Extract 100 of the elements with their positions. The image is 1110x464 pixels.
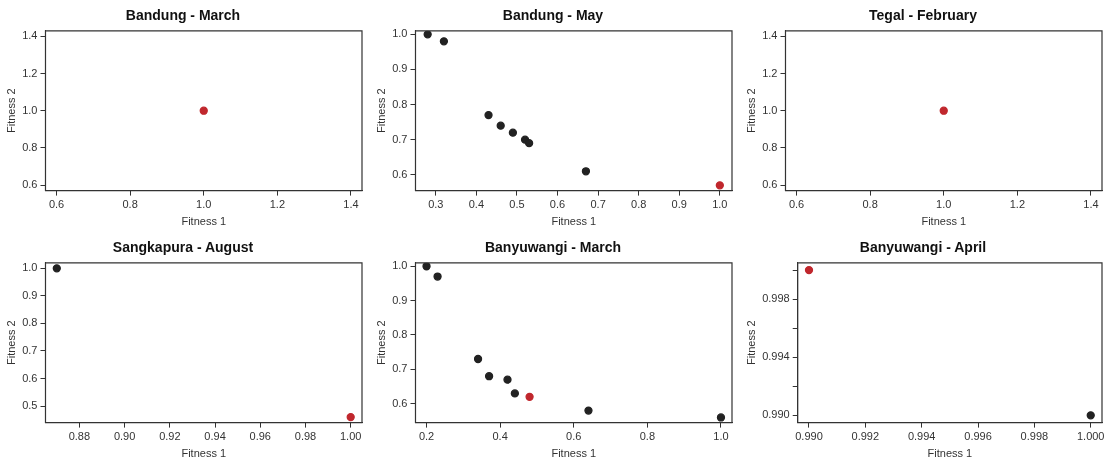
x-tick-label: 0.8 — [862, 198, 878, 211]
x-tick-label: 1.0 — [936, 198, 952, 211]
y-tick-label: 0.8 — [22, 140, 38, 153]
y-axis-title: Fitness 2 — [744, 88, 757, 134]
x-tick-label: 0.992 — [851, 430, 880, 443]
y-tick-label: 0.990 — [762, 408, 790, 421]
x-tick-label: 0.8 — [639, 430, 655, 443]
x-tick-label: 0.5 — [509, 198, 525, 211]
y-tick-label: 1.0 — [392, 27, 408, 40]
x-tick-label: 0.4 — [468, 198, 485, 211]
y-axis-title: Fitness 2 — [4, 88, 17, 134]
y-tick-label: 0.998 — [762, 292, 790, 305]
y-tick-label: 1.2 — [762, 66, 778, 79]
x-tick-label: 0.6 — [48, 198, 65, 211]
chart-title: Banyuwangi - March — [484, 239, 622, 256]
y-tick-label: 1.2 — [22, 66, 38, 79]
x-tick-label: 0.6 — [788, 198, 805, 211]
x-axis-title: Fitness 1 — [181, 215, 227, 228]
y-tick-label: 0.6 — [392, 396, 408, 409]
x-tick-label: 1.4 — [1083, 198, 1099, 211]
y-tick-label: 0.6 — [22, 178, 38, 191]
x-tick-label: 1.0 — [196, 198, 212, 211]
y-tick-label: 0.8 — [392, 328, 408, 340]
y-axis-title: Fitness 2 — [374, 88, 387, 134]
y-tick-label: 0.8 — [392, 97, 408, 110]
y-tick-label: 1.0 — [22, 103, 38, 116]
point — [496, 121, 505, 130]
x-tick-label: 0.9 — [671, 198, 687, 211]
y-tick-label: 0.5 — [22, 399, 38, 412]
point — [524, 139, 534, 148]
y-tick-label: 0.6 — [392, 167, 408, 180]
y-tick-label: 0.6 — [762, 178, 778, 191]
y-axis-title: Fitness 2 — [374, 320, 387, 366]
y-axis-title: Fitness 2 — [4, 320, 17, 366]
point — [525, 392, 534, 401]
x-tick-label: 1.2 — [1009, 198, 1025, 211]
x-tick-label: 0.994 — [907, 430, 936, 443]
x-tick-label: 0.990 — [795, 430, 823, 443]
chart-title: Sangkapura - August — [112, 239, 254, 256]
x-tick-label: 1.000 — [1076, 430, 1105, 443]
x-axis-title: Fitness 1 — [927, 447, 973, 460]
x-tick-label: 1.2 — [269, 198, 285, 211]
x-tick-label: 1.4 — [343, 198, 359, 211]
point — [584, 406, 593, 415]
y-tick-label: 0.8 — [22, 316, 38, 329]
x-tick-label: 0.6 — [549, 198, 566, 211]
point — [716, 413, 726, 422]
chart-title: Bandung - May — [502, 7, 604, 24]
y-tick-label: 0.7 — [22, 344, 38, 356]
x-tick-label: 0.98 — [294, 430, 317, 443]
y-tick-label: 0.9 — [392, 62, 408, 75]
y-tick-label: 1.0 — [22, 261, 38, 274]
y-tick-label: 0.7 — [392, 362, 408, 375]
y-tick-label: 1.0 — [762, 103, 778, 116]
x-tick-label: 0.4 — [492, 430, 508, 443]
x-tick-label: 0.998 — [1020, 430, 1049, 443]
point — [484, 110, 493, 120]
x-axis-title: Fitness 1 — [551, 447, 597, 460]
point — [433, 272, 442, 281]
chart-title: Bandung - March — [125, 7, 241, 24]
x-tick-label: 0.92 — [159, 430, 181, 443]
x-tick-label: 1.0 — [713, 430, 729, 443]
x-tick-label: 1.0 — [712, 198, 728, 211]
x-tick-label: 0.8 — [631, 198, 647, 211]
x-tick-label: 0.94 — [204, 430, 226, 443]
point — [508, 128, 518, 137]
chart-title: Tegal - February — [869, 7, 978, 24]
point — [581, 167, 591, 176]
point — [503, 375, 512, 384]
y-tick-label: 0.8 — [762, 140, 778, 153]
x-axis-title: Fitness 1 — [551, 215, 597, 228]
x-tick-label: 0.8 — [122, 198, 138, 211]
y-tick-label: 1.0 — [392, 259, 408, 272]
y-tick-label: 0.9 — [392, 293, 408, 306]
y-tick-label: 0.6 — [22, 371, 38, 384]
y-tick-label: 1.4 — [762, 29, 778, 42]
x-tick-label: 0.90 — [113, 430, 136, 443]
x-tick-label: 0.96 — [249, 430, 271, 443]
point — [422, 262, 431, 271]
x-tick-label: 1.00 — [339, 430, 362, 443]
y-tick-label: 0.994 — [762, 350, 790, 363]
point — [439, 37, 449, 46]
x-tick-label: 0.996 — [964, 430, 992, 443]
y-tick-label: 0.7 — [392, 132, 408, 145]
x-tick-label: 0.88 — [68, 430, 91, 443]
point — [484, 372, 494, 381]
point — [715, 181, 724, 190]
point — [510, 389, 520, 398]
point — [423, 30, 432, 39]
point — [473, 354, 483, 364]
y-tick-label: 1.4 — [22, 29, 38, 42]
x-tick-label: 0.2 — [418, 430, 435, 443]
y-tick-label: 0.9 — [22, 288, 38, 301]
y-axis-title: Fitness 2 — [744, 320, 757, 366]
x-tick-label: 0.6 — [566, 430, 582, 443]
x-tick-label: 0.3 — [428, 198, 444, 211]
chart-title: Banyuwangi - April — [859, 239, 987, 256]
x-axis-title: Fitness 1 — [921, 215, 967, 228]
x-tick-label: 0.7 — [590, 198, 606, 211]
x-axis-title: Fitness 1 — [181, 447, 227, 460]
